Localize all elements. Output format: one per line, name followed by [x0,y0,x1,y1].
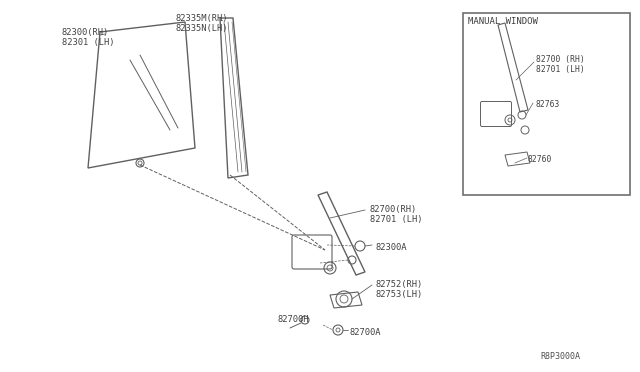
Text: 82335N(LH): 82335N(LH) [175,24,227,33]
Text: 82701 (LH): 82701 (LH) [370,215,422,224]
Text: 82763: 82763 [535,100,559,109]
Text: R8P3000A: R8P3000A [540,352,580,361]
Text: MANUAL WINDOW: MANUAL WINDOW [468,17,538,26]
Text: 82701 (LH): 82701 (LH) [536,65,585,74]
Bar [463,13,630,195]
Text: 82752(RH): 82752(RH) [375,280,422,289]
Text: 82301 (LH): 82301 (LH) [62,38,115,47]
Text: 82753(LH): 82753(LH) [375,290,422,299]
Text: 82300(RH): 82300(RH) [62,28,109,37]
Text: 82300A: 82300A [375,243,406,252]
Text: 82700 (RH): 82700 (RH) [536,55,585,64]
Text: 82335M(RH): 82335M(RH) [175,14,227,23]
Text: 82700H: 82700H [278,315,310,324]
Text: 82760: 82760 [528,155,552,164]
Text: 82700(RH): 82700(RH) [370,205,417,214]
Text: 82700A: 82700A [350,328,381,337]
